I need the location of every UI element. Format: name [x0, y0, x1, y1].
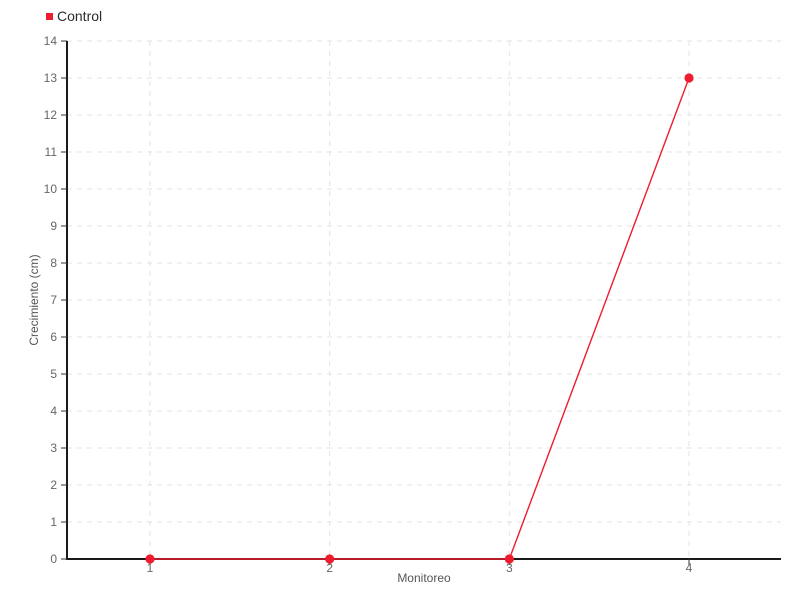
- x-tick-label: 2: [326, 561, 333, 575]
- y-tick-label: 7: [50, 293, 57, 307]
- y-tick-label: 3: [50, 441, 57, 455]
- legend-label: Control: [57, 8, 103, 24]
- y-tick-label: 12: [44, 108, 58, 122]
- y-tick-label: 2: [50, 478, 57, 492]
- x-tick-label: 1: [147, 561, 154, 575]
- y-tick-label: 14: [44, 34, 58, 48]
- legend-marker-icon: [46, 13, 53, 20]
- x-tick-label: 4: [686, 561, 693, 575]
- data-point: [145, 554, 155, 564]
- series-line: [150, 77, 690, 560]
- data-point: [325, 554, 335, 564]
- y-axis-title: Crecimiento (cm): [27, 254, 41, 345]
- y-tick-label: 13: [44, 71, 58, 85]
- y-tick-label: 10: [44, 182, 58, 196]
- x-tick-label: 3: [506, 561, 513, 575]
- data-point: [684, 73, 694, 83]
- y-tick-label: 6: [50, 330, 57, 344]
- y-tick-label: 11: [45, 145, 58, 159]
- y-tick-label: 1: [50, 515, 57, 529]
- y-tick-label: 4: [50, 404, 57, 418]
- data-point: [504, 554, 514, 564]
- y-tick-label: 9: [50, 219, 57, 233]
- y-tick-label: 5: [50, 367, 57, 381]
- legend-item-control[interactable]: Control: [46, 9, 102, 23]
- y-tick-label: 8: [50, 256, 57, 270]
- y-tick-label: 0: [50, 552, 57, 566]
- x-axis-title: Monitoreo: [397, 571, 451, 585]
